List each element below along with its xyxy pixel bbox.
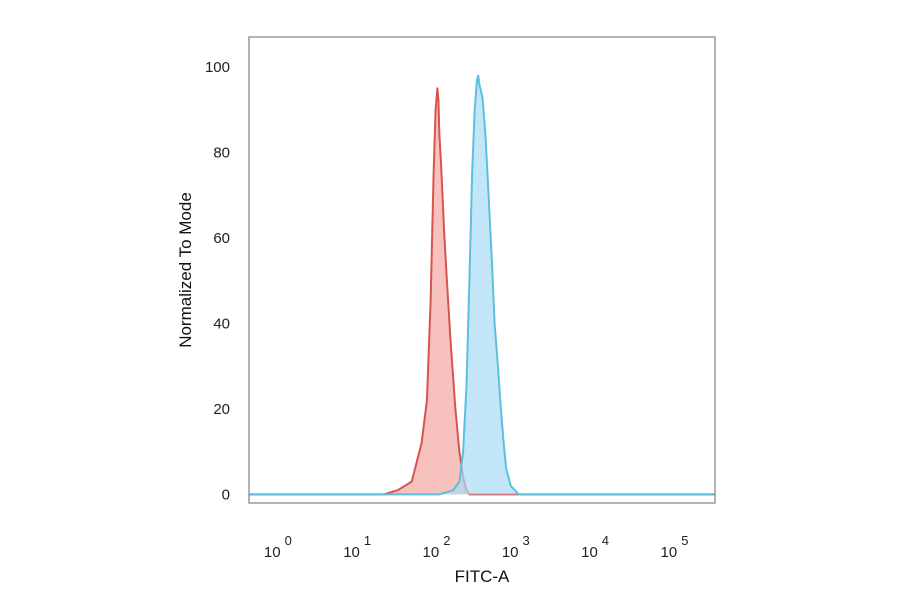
x-tick-label: 105 [661,533,689,561]
x-tick-label: 10 4 [581,533,609,561]
x-tick-exponent: 2 [443,533,450,548]
series-2-line [249,74,715,496]
x-tick-base: 10 [502,544,519,561]
y-tick-labels: 0 20 40 60 80 100 [205,59,230,503]
y-tick-label: 80 [213,144,230,161]
x-tick-base: 10 [264,544,281,561]
x-tick-label: 102 [423,533,451,561]
series-2-area [249,75,715,495]
x-tick-exponent: 5 [681,533,688,548]
series-layer [249,74,715,496]
x-tick-label: 10 0 [264,533,292,561]
x-tick-exponent: 1 [364,533,371,548]
y-tick-label: 20 [213,401,230,418]
x-axis-label: FITC-A [455,567,510,586]
plot-frame [248,36,716,504]
x-tick-label: 10 3 [502,533,530,561]
x-tick-exponent: 3 [523,533,530,548]
y-tick-label: 100 [205,59,230,76]
x-tick-label: 10 1 [343,533,371,561]
y-axis-label: Normalized To Mode [176,192,195,348]
x-tick-base: 10 [581,544,598,561]
x-tick-base: 10 [661,544,678,561]
series-1-line [249,87,715,496]
x-tick-base: 10 [423,544,440,561]
y-tick-label: 0 [222,486,230,503]
x-tick-exponent: 4 [602,533,609,548]
y-tick-label: 60 [213,230,230,247]
x-tick-exponent: 0 [285,533,292,548]
x-tick-base: 10 [343,544,360,561]
y-tick-label: 40 [213,315,230,332]
